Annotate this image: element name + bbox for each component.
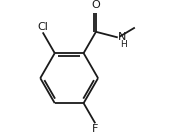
Text: N: N: [118, 32, 126, 42]
Text: Cl: Cl: [37, 22, 48, 32]
Text: O: O: [92, 0, 100, 10]
Text: F: F: [92, 124, 98, 134]
Text: H: H: [120, 40, 127, 49]
